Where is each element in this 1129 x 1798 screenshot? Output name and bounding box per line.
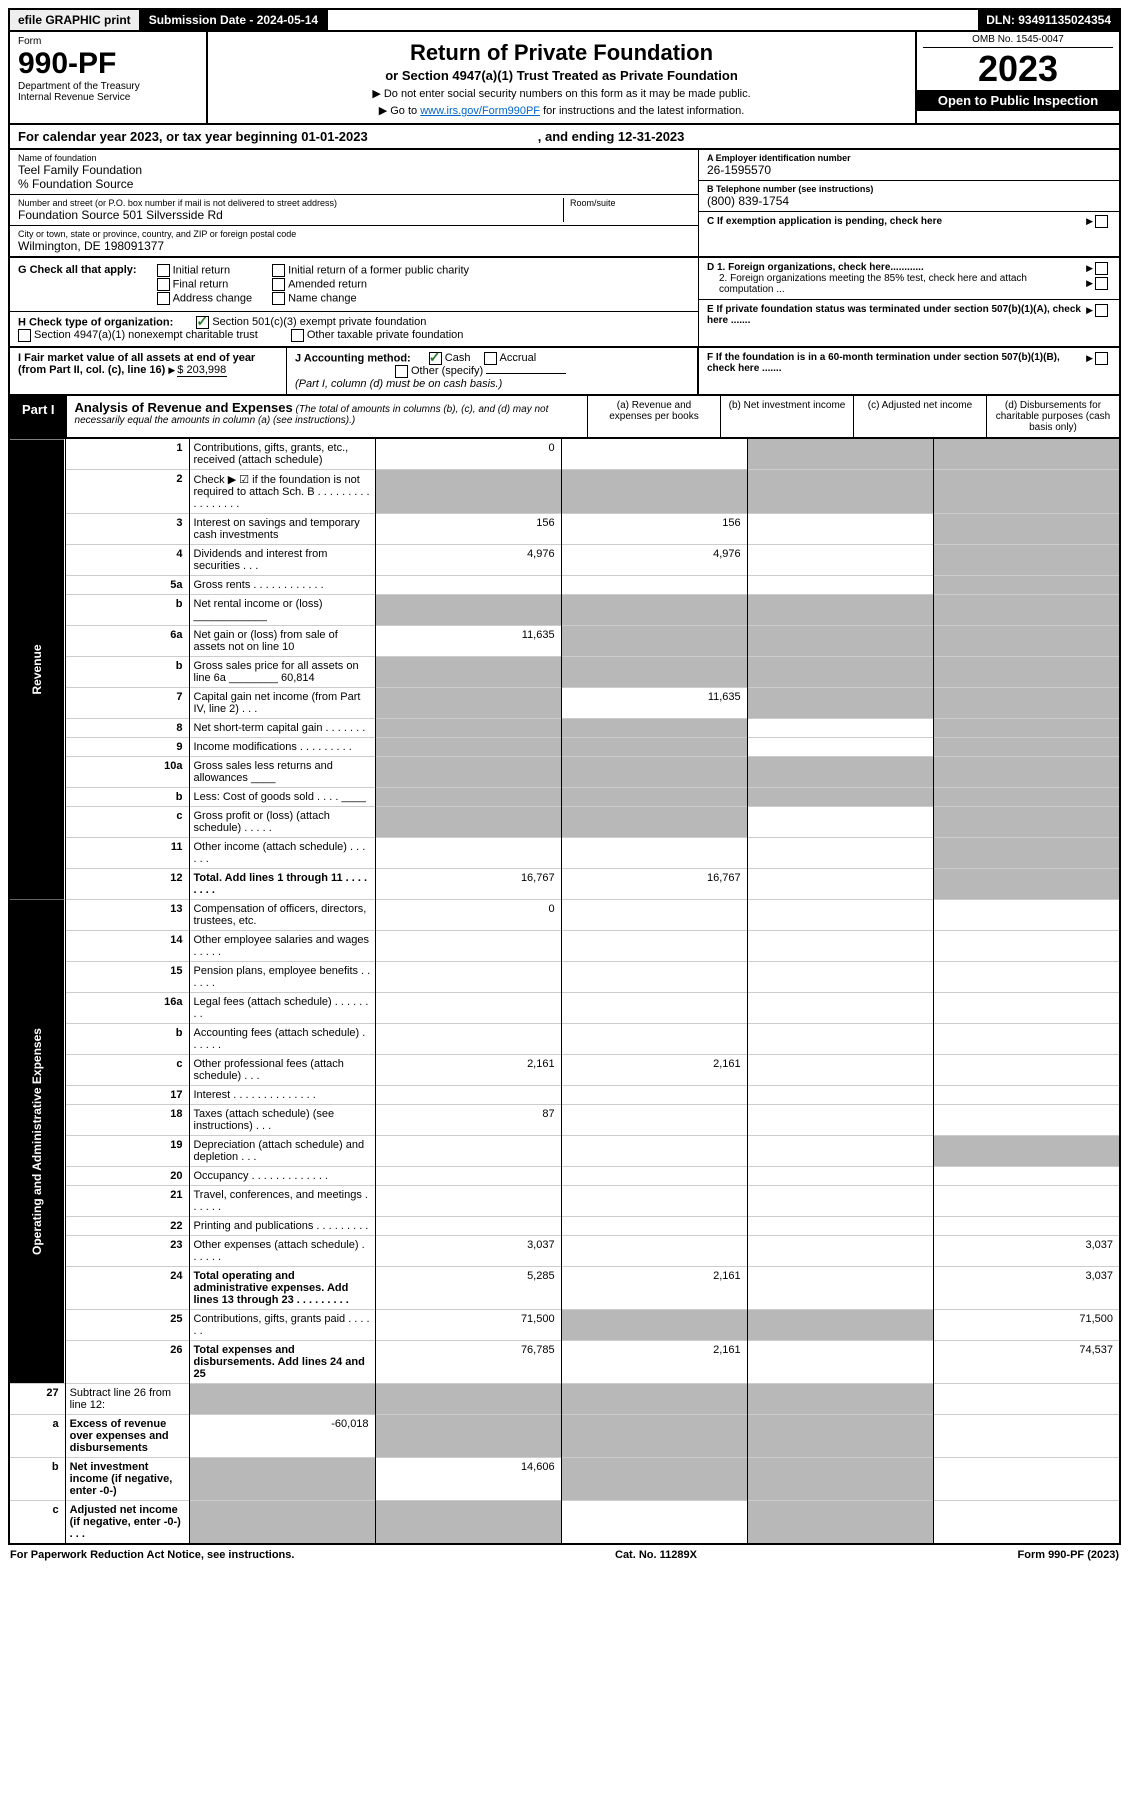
table-row: 9Income modifications . . . . . . . . .: [9, 738, 1120, 757]
table-row: bLess: Cost of goods sold . . . . ____: [9, 788, 1120, 807]
table-row: cAdjusted net income (if negative, enter…: [9, 1501, 1120, 1545]
part1-header: Part I Analysis of Revenue and Expenses …: [8, 396, 1121, 439]
side-label: Revenue: [9, 439, 65, 900]
ssn-warning: ▶ Do not enter social security numbers o…: [214, 87, 909, 100]
phone-value: (800) 839-1754: [707, 194, 1111, 208]
analysis-table: Revenue1Contributions, gifts, grants, et…: [8, 439, 1121, 1545]
amended-return-checkbox[interactable]: [272, 278, 285, 291]
side-label: Operating and Administrative Expenses: [9, 900, 65, 1384]
omb-number: OMB No. 1545-0047: [923, 34, 1113, 48]
table-row: 20Occupancy . . . . . . . . . . . . .: [9, 1167, 1120, 1186]
cash-checkbox[interactable]: [429, 352, 442, 365]
fmv-value: $ 203,998: [177, 364, 227, 377]
form-link[interactable]: www.irs.gov/Form990PF: [420, 105, 540, 117]
table-row: 21Travel, conferences, and meetings . . …: [9, 1186, 1120, 1217]
accrual-checkbox[interactable]: [484, 352, 497, 365]
f-checkbox[interactable]: [1095, 352, 1108, 365]
dept-treasury: Department of the Treasury: [18, 81, 198, 92]
table-row: 24Total operating and administrative exp…: [9, 1267, 1120, 1310]
table-row: 7Capital gain net income (from Part IV, …: [9, 688, 1120, 719]
table-row: 10aGross sales less returns and allowanc…: [9, 757, 1120, 788]
foundation-name: Teel Family Foundation: [18, 163, 690, 177]
foundation-info: Name of foundation Teel Family Foundatio…: [8, 150, 1121, 258]
table-row: 3Interest on savings and temporary cash …: [9, 514, 1120, 545]
d1-checkbox[interactable]: [1095, 262, 1108, 275]
table-row: bNet investment income (if negative, ent…: [9, 1458, 1120, 1501]
table-row: bGross sales price for all assets on lin…: [9, 657, 1120, 688]
e-checkbox[interactable]: [1095, 304, 1108, 317]
table-row: 19Depreciation (attach schedule) and dep…: [9, 1136, 1120, 1167]
dln: DLN: 93491135024354: [978, 10, 1119, 30]
final-return-checkbox[interactable]: [157, 278, 170, 291]
initial-return-checkbox[interactable]: [157, 264, 170, 277]
col-b-header: (b) Net investment income: [721, 396, 854, 437]
501c3-checkbox[interactable]: [196, 316, 209, 329]
form-title: Return of Private Foundation: [214, 40, 909, 66]
form-subtitle: or Section 4947(a)(1) Trust Treated as P…: [214, 68, 909, 83]
table-row: 2Check ▶ ☑ if the foundation is not requ…: [9, 470, 1120, 514]
table-row: cOther professional fees (attach schedul…: [9, 1055, 1120, 1086]
g-h-block: G Check all that apply: Initial return F…: [8, 258, 1121, 348]
page-footer: For Paperwork Reduction Act Notice, see …: [8, 1545, 1121, 1565]
table-row: 14Other employee salaries and wages . . …: [9, 931, 1120, 962]
table-row: 25Contributions, gifts, grants paid . . …: [9, 1310, 1120, 1341]
efile-label: efile GRAPHIC print: [10, 10, 141, 30]
calendar-year-row: For calendar year 2023, or tax year begi…: [8, 125, 1121, 150]
name-change-checkbox[interactable]: [272, 292, 285, 305]
table-row: 15Pension plans, employee benefits . . .…: [9, 962, 1120, 993]
col-c-header: (c) Adjusted net income: [854, 396, 987, 437]
table-row: 23Other expenses (attach schedule) . . .…: [9, 1236, 1120, 1267]
table-row: aExcess of revenue over expenses and dis…: [9, 1415, 1120, 1458]
foundation-address: Foundation Source 501 Silversside Rd: [18, 208, 563, 222]
4947a1-checkbox[interactable]: [18, 329, 31, 342]
table-row: Revenue1Contributions, gifts, grants, et…: [9, 439, 1120, 470]
i-j-block: I Fair market value of all assets at end…: [8, 348, 1121, 396]
other-method-checkbox[interactable]: [395, 365, 408, 378]
table-row: bAccounting fees (attach schedule) . . .…: [9, 1024, 1120, 1055]
table-row: 18Taxes (attach schedule) (see instructi…: [9, 1105, 1120, 1136]
foundation-source: % Foundation Source: [18, 177, 690, 191]
submission-date: Submission Date - 2024-05-14: [141, 10, 328, 30]
tax-year: 2023: [923, 48, 1113, 90]
form-word: Form: [18, 36, 198, 47]
address-change-checkbox[interactable]: [157, 292, 170, 305]
col-a-header: (a) Revenue and expenses per books: [588, 396, 721, 437]
exemption-pending-checkbox[interactable]: [1095, 215, 1108, 228]
table-row: 5aGross rents . . . . . . . . . . . .: [9, 576, 1120, 595]
ein-value: 26-1595570: [707, 163, 1111, 177]
top-bar: efile GRAPHIC print Submission Date - 20…: [8, 8, 1121, 32]
d2-checkbox[interactable]: [1095, 277, 1108, 290]
initial-former-checkbox[interactable]: [272, 264, 285, 277]
table-row: 27Subtract line 26 from line 12:: [9, 1384, 1120, 1415]
table-row: 4Dividends and interest from securities …: [9, 545, 1120, 576]
table-row: 16aLegal fees (attach schedule) . . . . …: [9, 993, 1120, 1024]
table-row: 17Interest . . . . . . . . . . . . . .: [9, 1086, 1120, 1105]
table-row: Operating and Administrative Expenses13C…: [9, 900, 1120, 931]
table-row: 11Other income (attach schedule) . . . .…: [9, 838, 1120, 869]
table-row: 12Total. Add lines 1 through 11 . . . . …: [9, 869, 1120, 900]
table-row: bNet rental income or (loss) ___________…: [9, 595, 1120, 626]
table-row: 22Printing and publications . . . . . . …: [9, 1217, 1120, 1236]
table-row: 26Total expenses and disbursements. Add …: [9, 1341, 1120, 1384]
table-row: cGross profit or (loss) (attach schedule…: [9, 807, 1120, 838]
form-number: 990-PF: [18, 47, 198, 81]
table-row: 6aNet gain or (loss) from sale of assets…: [9, 626, 1120, 657]
foundation-city: Wilmington, DE 198091377: [18, 239, 690, 253]
other-taxable-checkbox[interactable]: [291, 329, 304, 342]
inspection-label: Open to Public Inspection: [917, 90, 1119, 111]
form-header: Form 990-PF Department of the Treasury I…: [8, 32, 1121, 125]
irs-label: Internal Revenue Service: [18, 92, 198, 103]
table-row: 8Net short-term capital gain . . . . . .…: [9, 719, 1120, 738]
col-d-header: (d) Disbursements for charitable purpose…: [987, 396, 1119, 437]
